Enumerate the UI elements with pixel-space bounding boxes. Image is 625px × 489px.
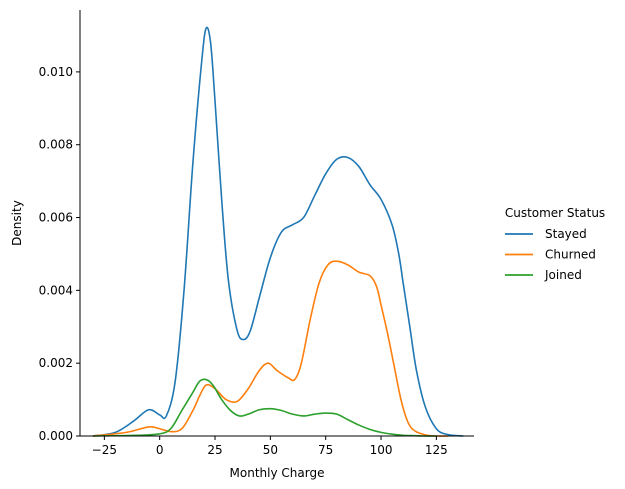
x-tick-label: 25	[207, 443, 222, 457]
legend-label-stayed: Stayed	[545, 227, 587, 241]
y-tick-label: 0.000	[39, 429, 73, 443]
y-tick-label: 0.006	[39, 211, 73, 225]
legend: Customer Status Stayed Churned Joined	[505, 206, 605, 282]
series-line-churned	[92, 260, 449, 437]
legend-items: Stayed Churned Joined	[505, 227, 596, 282]
plot-lines	[92, 26, 464, 437]
series-line-stayed	[92, 26, 464, 437]
x-ticks: −25 0 25 50 75 100 125	[92, 436, 448, 457]
x-tick-label: 75	[318, 443, 333, 457]
x-tick-label: 0	[156, 443, 164, 457]
axes: −25 0 25 50 75 100 125 0.0000.0020.0040.0060.0…	[39, 10, 474, 457]
x-axis-label: Monthly Charge	[230, 466, 325, 480]
x-tick-label: 100	[370, 443, 393, 457]
x-tick-label: 50	[263, 443, 278, 457]
y-tick-label: 0.008	[39, 138, 73, 152]
x-tick-label: −25	[92, 443, 117, 457]
series-line-joined	[92, 378, 438, 437]
legend-label-joined: Joined	[544, 268, 582, 282]
y-tick-label: 0.010	[39, 65, 73, 79]
y-tick-label: 0.002	[39, 356, 73, 370]
legend-label-churned: Churned	[545, 248, 596, 262]
legend-title: Customer Status	[505, 206, 605, 220]
y-axis-label: Density	[10, 200, 24, 246]
x-tick-label: 125	[425, 443, 448, 457]
y-tick-label: 0.004	[39, 283, 73, 297]
y-ticks: 0.000 0.002 0.004 0.006 0.008 0.010	[39, 65, 80, 443]
